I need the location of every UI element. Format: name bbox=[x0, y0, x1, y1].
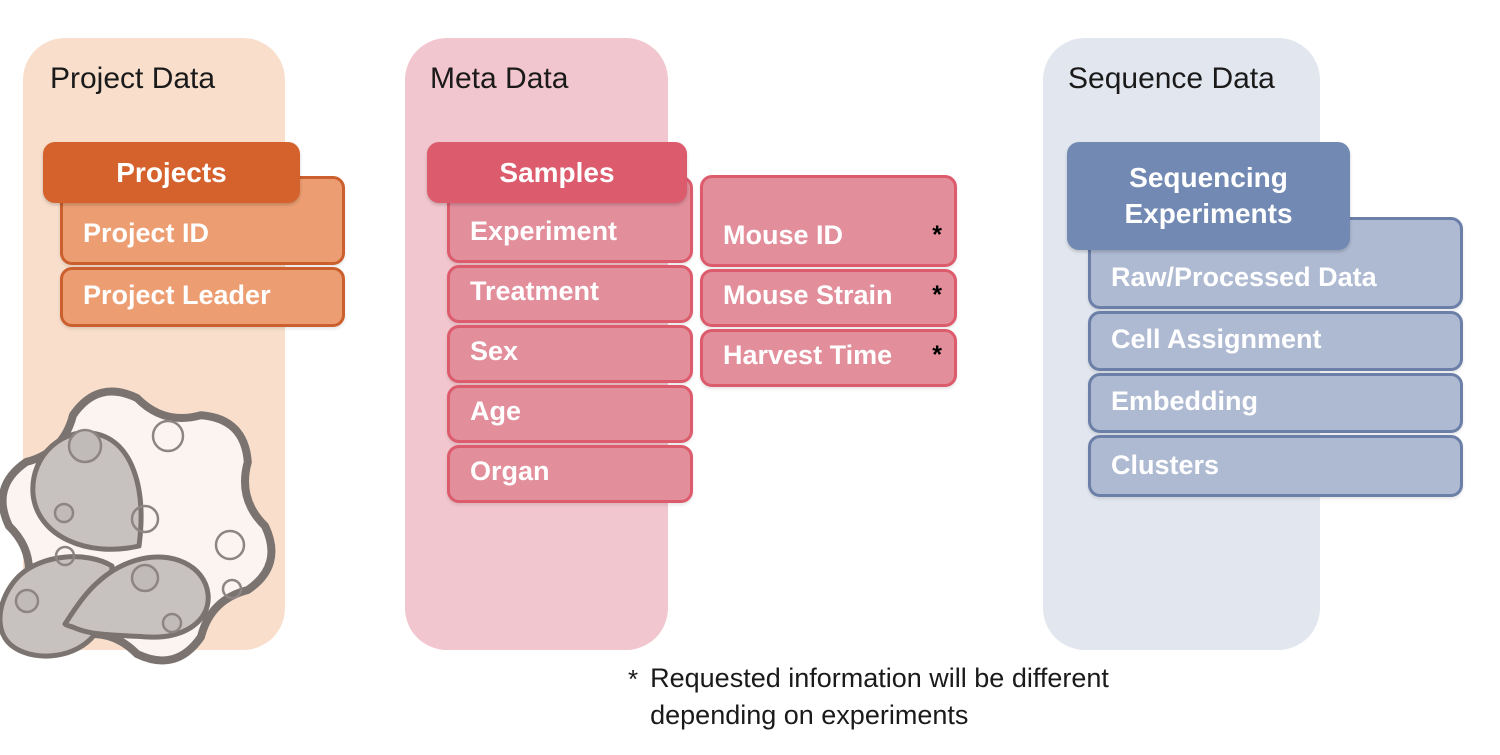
projects-header-box: Projects bbox=[43, 142, 300, 203]
asterisk-marker: * bbox=[932, 281, 942, 309]
harvest-time-item: Harvest Time * bbox=[700, 329, 957, 387]
meta-data-panel: Meta Data Samples Experiment Treatment S… bbox=[405, 38, 957, 650]
mouse-info-group: Mouse ID * Mouse Strain * Harvest Time * bbox=[700, 175, 957, 389]
sequencing-experiments-header-box: Sequencing Experiments bbox=[1067, 142, 1350, 250]
project-leader-item: Project Leader bbox=[60, 267, 345, 327]
footnote-text: Requested information will be different … bbox=[650, 660, 1109, 734]
clusters-item: Clusters bbox=[1088, 435, 1463, 497]
footnote-line1: Requested information will be different bbox=[650, 663, 1109, 693]
asterisk-marker: * bbox=[932, 341, 942, 369]
mouse-strain-item: Mouse Strain * bbox=[700, 269, 957, 327]
project-data-panel: Project Data Projects Project ID Project… bbox=[0, 38, 345, 665]
project-data-title: Project Data bbox=[50, 62, 216, 95]
organ-item: Organ bbox=[447, 445, 693, 503]
age-item: Age bbox=[447, 385, 693, 443]
sequencing-items-stack: Raw/Processed Data Cell Assignment Embed… bbox=[1088, 217, 1463, 499]
footnote-asterisk: * bbox=[628, 664, 639, 694]
sequence-data-title: Sequence Data bbox=[1068, 62, 1275, 95]
mouse-id-label: Mouse ID bbox=[723, 220, 844, 250]
cell-assignment-item: Cell Assignment bbox=[1088, 311, 1463, 371]
neutrophil-cell-icon bbox=[0, 387, 276, 665]
samples-header-box: Samples bbox=[427, 142, 687, 203]
treatment-item: Treatment bbox=[447, 265, 693, 323]
footnote: * Requested information will be differen… bbox=[628, 660, 1228, 734]
sex-item: Sex bbox=[447, 325, 693, 383]
harvest-time-label: Harvest Time bbox=[723, 340, 893, 370]
mouse-id-item: Mouse ID * bbox=[700, 175, 957, 267]
meta-data-title: Meta Data bbox=[430, 62, 569, 95]
sequence-data-panel: Sequence Data Sequencing Experiments Raw… bbox=[1043, 38, 1463, 650]
footnote-line2: depending on experiments bbox=[650, 700, 969, 730]
sample-items-stack: Experiment Treatment Sex Age Organ bbox=[447, 176, 693, 505]
mouse-strain-label: Mouse Strain bbox=[723, 280, 893, 310]
asterisk-marker: * bbox=[932, 221, 942, 249]
embedding-item: Embedding bbox=[1088, 373, 1463, 433]
